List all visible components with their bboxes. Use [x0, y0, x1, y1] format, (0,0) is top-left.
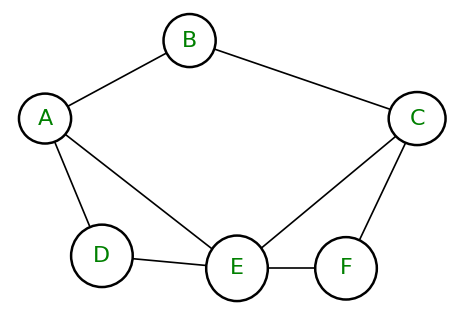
Text: C: C	[410, 109, 425, 129]
Text: A: A	[37, 109, 53, 129]
Ellipse shape	[19, 94, 71, 144]
Ellipse shape	[164, 14, 216, 67]
Ellipse shape	[71, 225, 133, 287]
Text: D: D	[93, 246, 110, 266]
Ellipse shape	[206, 236, 268, 301]
Text: B: B	[182, 31, 197, 51]
Ellipse shape	[389, 92, 446, 145]
Ellipse shape	[315, 237, 377, 300]
Text: F: F	[340, 258, 352, 278]
Text: E: E	[230, 258, 244, 278]
